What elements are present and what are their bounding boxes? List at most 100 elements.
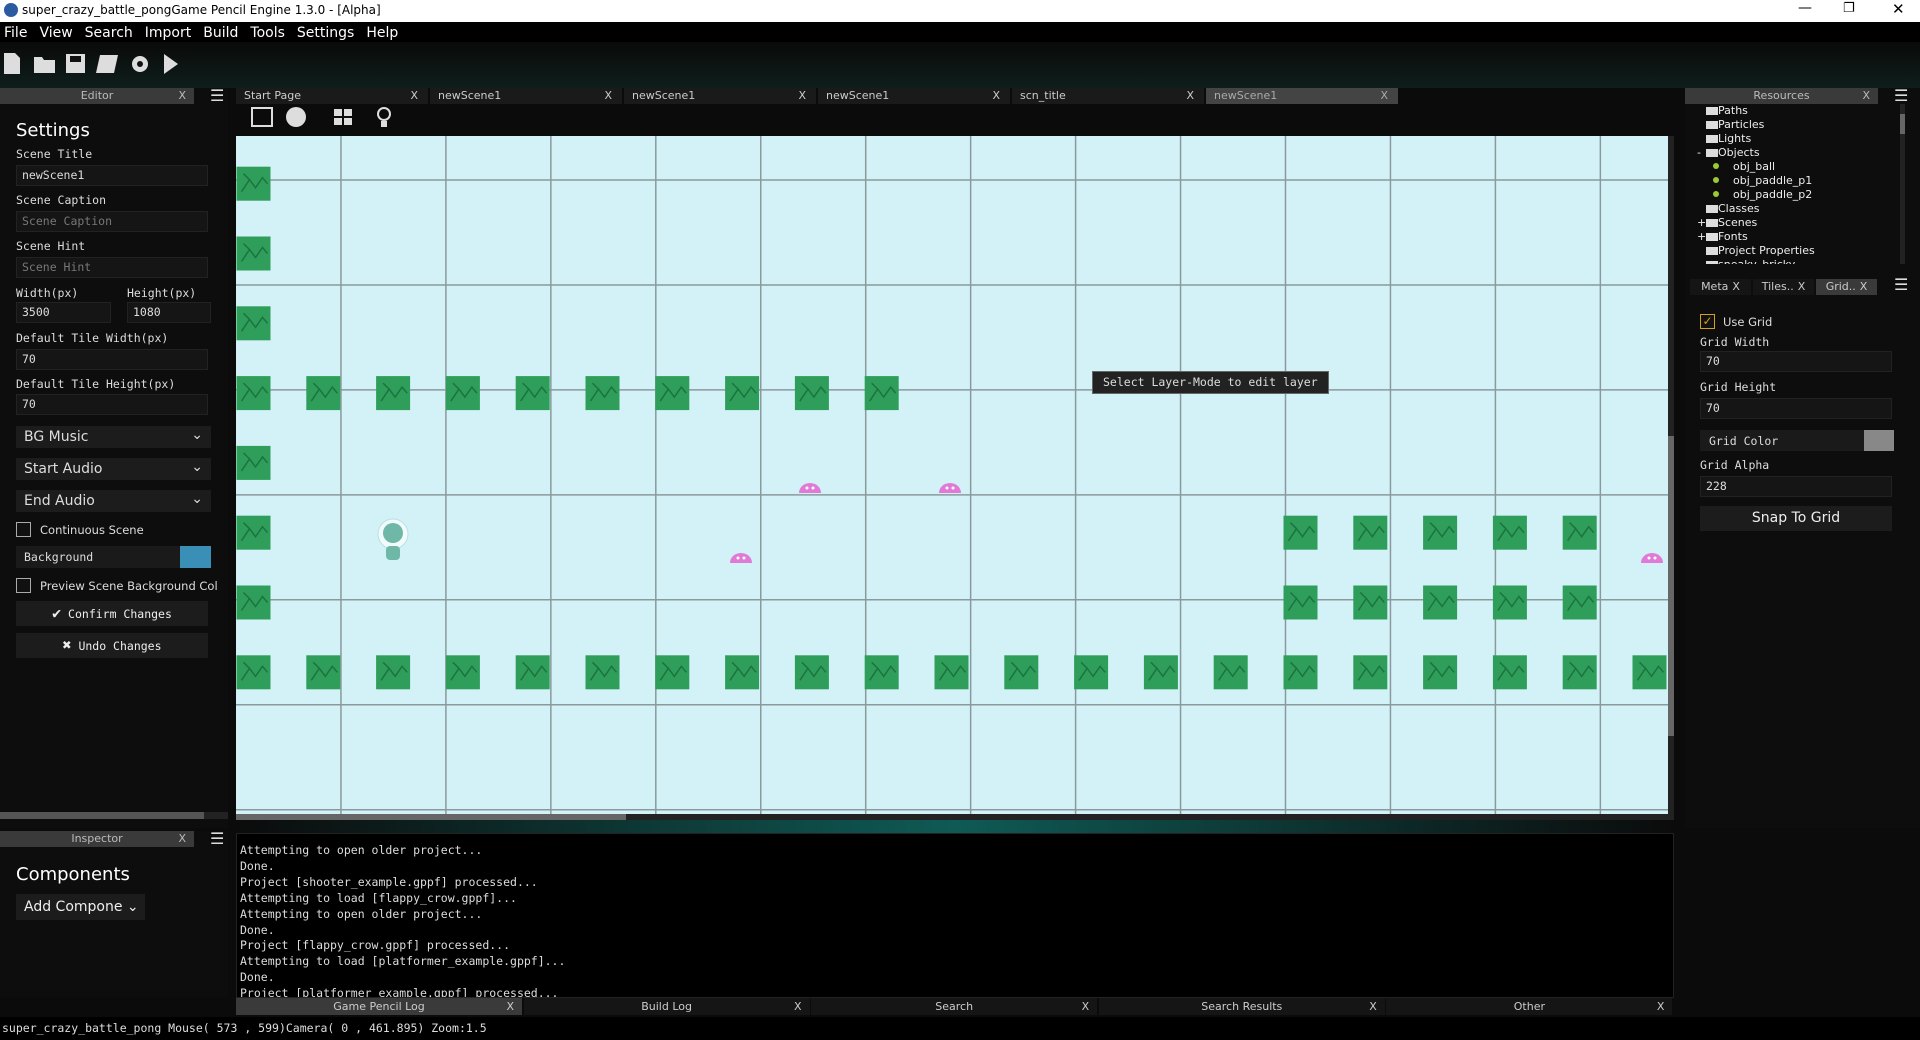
tile-pattern [1008,661,1036,681]
close-button[interactable]: X [410,89,418,102]
scene-tab[interactable]: scn_title X [1012,88,1204,104]
tile-pattern [1567,522,1595,542]
close-button[interactable]: X [1797,280,1806,293]
close-button[interactable]: X [1369,1000,1377,1013]
close-button[interactable]: X [992,89,1000,102]
bottom-tab[interactable]: Search Results X [1098,998,1385,1015]
tree-item[interactable]: obj_ball [1685,160,1900,174]
close-button[interactable]: X [506,1000,514,1013]
new-icon[interactable] [4,53,20,74]
fit-icon[interactable] [251,107,273,127]
bulb-icon[interactable] [377,107,391,121]
dropdown[interactable]: BG Music ⌄ [16,426,211,448]
input[interactable]: Scene Hint [16,257,208,278]
scene-tab[interactable]: newScene1 X [430,88,622,104]
palette-icon[interactable] [286,107,306,127]
color-swatch[interactable] [180,546,211,568]
menu-item[interactable]: Settings [296,25,355,41]
input[interactable]: 70 [16,394,208,415]
close-button[interactable]: X [1186,89,1194,102]
saveall-icon[interactable] [96,55,118,73]
confirm-button[interactable]: ✔ Confirm Changes [16,601,208,626]
input[interactable]: 70 [16,349,208,370]
close-button[interactable]: X [1380,89,1388,102]
tree-toggle[interactable]: + [1697,216,1707,229]
minimize[interactable]: — [1798,0,1812,16]
grid-icon[interactable] [344,118,352,125]
input[interactable]: 70 [1700,351,1892,372]
input[interactable]: 1080 [127,302,211,323]
close-button[interactable]: X [794,1000,802,1013]
tree-item[interactable]: Particles [1685,118,1900,132]
tree-item[interactable]: sneaky_bricky [1685,258,1900,264]
add-component[interactable]: Add Compone ⌄ [16,894,145,920]
log-line: Attempting to load [platformer_example.g… [240,954,566,969]
menu-item[interactable]: File [4,25,28,41]
scene-tab[interactable]: newScene1 X [1206,88,1398,104]
snap-button[interactable]: Snap To Grid [1700,506,1892,531]
menu-icon[interactable]: ☰ [1894,86,1909,105]
color-swatch[interactable] [1864,430,1894,451]
close-button[interactable]: X [178,89,186,102]
tile-pattern [1078,661,1106,681]
dropdown[interactable]: Start Audio ⌄ [16,458,211,480]
tree-item[interactable]: obj_paddle_p1 [1685,174,1900,188]
menu-icon[interactable]: ☰ [210,86,225,105]
scene-tab[interactable]: newScene1 X [818,88,1010,104]
scene-canvas[interactable] [236,136,1668,814]
player [377,518,409,560]
tree-item[interactable]: + Scenes [1685,216,1900,230]
bottom-tab[interactable]: Other X [1386,998,1673,1015]
input[interactable]: 228 [1700,476,1892,497]
checkbox[interactable]: ✓ [1700,314,1715,329]
open-icon[interactable] [34,57,55,73]
enemy-body [939,483,961,493]
tree-item[interactable]: Classes [1685,202,1900,216]
input[interactable]: 70 [1700,398,1892,419]
tree-item[interactable]: obj_paddle_p2 [1685,188,1900,202]
bottom-tab[interactable]: Build Log X [523,998,810,1015]
undo-button[interactable]: ✖ Undo Changes [16,633,208,658]
tree-toggle[interactable]: + [1697,230,1707,243]
scene-tab[interactable]: newScene1 X [624,88,816,104]
dropdown[interactable]: End Audio ⌄ [16,490,211,512]
tree-item[interactable]: Paths [1685,104,1900,118]
menu-item[interactable]: Import [144,25,192,41]
close-window[interactable]: ✕ [1892,0,1905,18]
input[interactable]: 3500 [16,302,111,323]
run-icon[interactable] [164,54,178,74]
tree-toggle[interactable]: - [1697,146,1701,159]
tree-item[interactable]: Project Properties [1685,244,1900,258]
tree-item[interactable]: + Fonts [1685,230,1900,244]
input[interactable]: Scene Caption [16,211,208,232]
close-button[interactable]: X [1732,280,1740,293]
side-tab[interactable]: Meta X [1690,279,1751,295]
input[interactable]: newScene1 [16,165,208,186]
menu-item[interactable]: Search [84,25,133,41]
menu-item[interactable]: Build [203,25,239,41]
tree-item[interactable]: Lights [1685,132,1900,146]
close-button[interactable]: X [798,89,806,102]
restore[interactable]: ❐ [1843,1,1855,16]
side-tab[interactable]: Grid.. X [1816,279,1877,295]
close-button[interactable]: X [1859,280,1868,293]
bottom-tab[interactable]: Search X [811,998,1098,1015]
close-button[interactable]: X [178,832,186,845]
menu-item[interactable]: Help [366,25,399,41]
menu-icon[interactable]: ☰ [1894,275,1909,294]
tree-item[interactable]: - Objects [1685,146,1900,160]
menu-item[interactable]: View [39,25,73,41]
tile-pattern [799,382,827,402]
scene-tab[interactable]: Start Page X [236,88,428,104]
close-button[interactable]: X [604,89,612,102]
checkbox[interactable] [16,578,31,593]
checkbox[interactable] [16,522,31,537]
bottom-tab[interactable]: Game Pencil Log X [236,998,522,1015]
close-button[interactable]: X [1081,1000,1090,1013]
menu-item[interactable]: Tools [250,25,285,41]
tree-label: Classes [1718,202,1760,215]
side-tab[interactable]: Tiles.. X [1753,279,1814,295]
close-button[interactable]: X [1862,89,1870,102]
menu-icon[interactable]: ☰ [210,829,225,848]
close-button[interactable]: X [1656,1000,1665,1013]
